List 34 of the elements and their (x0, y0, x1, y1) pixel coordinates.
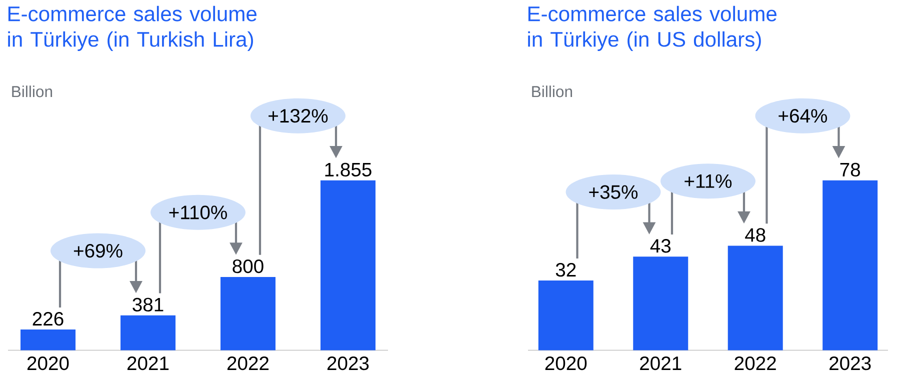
data-label: 43 (650, 238, 671, 253)
text: +132% (268, 108, 328, 123)
x-tick-label: 2020 (545, 356, 587, 370)
bar (633, 256, 688, 350)
bar (320, 180, 376, 350)
data-label: 48 (745, 228, 766, 242)
data-label: 78 (840, 162, 860, 176)
data-label: 226 (32, 312, 64, 326)
chart-subtitle: Billion (12, 85, 52, 98)
x-tick-label: 2021 (127, 356, 169, 370)
annotation: +11% (684, 174, 732, 188)
bar (120, 315, 176, 350)
x-tick-label: 2021 (640, 356, 682, 370)
bar (538, 280, 594, 350)
x-tick-label: 2023 (327, 356, 369, 370)
x-tick-label: 2022 (227, 356, 269, 370)
bar (20, 329, 76, 350)
data-label: 800 (232, 259, 264, 274)
annotation: +110% (169, 205, 227, 220)
data-label: 1.855 (325, 162, 372, 176)
data-label: 32 (556, 262, 576, 277)
bar (728, 246, 783, 350)
x-tick-label: 2022 (734, 356, 776, 370)
annotation: +35% (589, 185, 638, 199)
data-label: 381 (132, 298, 164, 312)
chart-title: E-commerce sales volume in Türkiye (in Turkish Lira) (8, 6, 256, 51)
x-tick-label: 2020 (27, 356, 69, 370)
chart-title: E-commerce sales volume in Türkiye (in US dollars) (528, 6, 776, 51)
chart-subtitle: Billion (532, 85, 572, 98)
text: +64% (778, 108, 827, 123)
annotation: +69% (74, 244, 122, 258)
bar (220, 276, 276, 350)
x-tick-label: 2023 (830, 356, 871, 370)
bar (822, 180, 878, 350)
